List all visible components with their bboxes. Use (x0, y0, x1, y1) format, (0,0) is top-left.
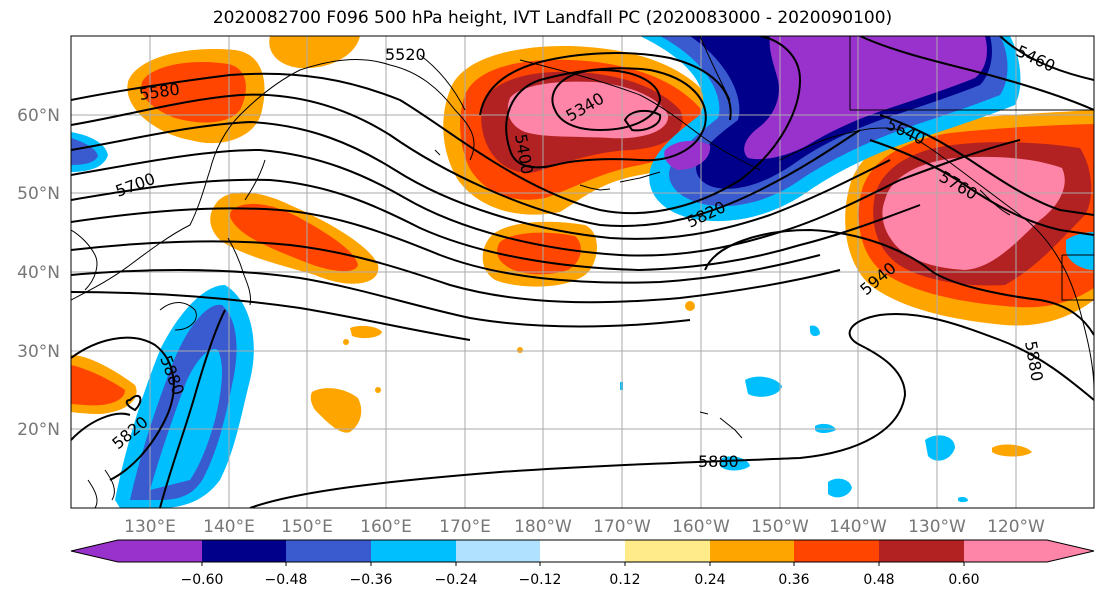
contour-label: 5520 (385, 45, 426, 64)
lon-label: 130°W (908, 517, 966, 537)
lon-label: 140°W (829, 517, 887, 537)
negative-anomaly-regions (71, 36, 1094, 508)
lon-label: 160°E (360, 517, 412, 537)
lon-label: 170°E (439, 517, 491, 537)
lon-label: 130°E (124, 517, 176, 537)
longitude-labels: 130°E 140°E 150°E 160°E 170°E 180°W 170°… (124, 517, 1045, 537)
lat-label: 40°N (17, 263, 60, 283)
lon-label: 160°W (672, 517, 730, 537)
colorbar-tick-label: −0.24 (435, 572, 478, 588)
map-title: 2020082700 F096 500 hPa height, IVT Land… (212, 8, 893, 28)
lat-label: 20°N (17, 420, 60, 440)
map-border (70, 35, 1095, 509)
colorbar-tick-label: −0.12 (519, 572, 562, 588)
colorbar-swatch (710, 540, 795, 562)
colorbar-swatch (964, 540, 1048, 562)
colorbar-swatch (540, 540, 626, 562)
map-area (71, 36, 1094, 508)
colorbar-ticks (201, 562, 965, 566)
lat-label: 50°N (17, 184, 60, 204)
colorbar-swatch (371, 540, 457, 562)
colorbar-swatch (1047, 540, 1094, 562)
lat-label: 60°N (17, 106, 60, 126)
colorbar-tick-label: 0.36 (778, 572, 809, 588)
lon-label: 170°W (593, 517, 651, 537)
colorbar-swatch (794, 540, 880, 562)
contour-label: 5880 (698, 452, 739, 471)
colorbar-swatch (202, 540, 287, 562)
colorbar-tick-label: 0.24 (694, 572, 725, 588)
lon-label: 150°E (281, 517, 333, 537)
colorbar-tick-label: 0.48 (863, 572, 894, 588)
lat-label: 30°N (17, 342, 60, 362)
colorbar-tick-label: −0.48 (265, 572, 308, 588)
colorbar: −0.60 −0.48 −0.36 −0.24 −0.12 0.12 0.24 … (70, 539, 1095, 588)
lon-label: 150°W (751, 517, 809, 537)
colorbar-swatch (625, 540, 711, 562)
colorbar-tick-label: −0.36 (350, 572, 393, 588)
lon-label: 180°W (514, 517, 572, 537)
latitude-labels: 60°N 50°N 40°N 30°N 20°N (17, 106, 60, 440)
colorbar-swatch (456, 540, 541, 562)
colorbar-swatch (879, 540, 965, 562)
colorbar-outline (70, 539, 1095, 563)
lon-label: 140°E (203, 517, 255, 537)
height-contours (71, 36, 1094, 508)
colorbar-tick-label: 0.60 (948, 572, 979, 588)
colorbar-tick-label: −0.60 (181, 572, 224, 588)
colorbar-swatch (117, 540, 203, 562)
colorbar-swatch (286, 540, 372, 562)
lon-label: 120°W (987, 517, 1045, 537)
colorbar-tick-label: 0.12 (609, 572, 640, 588)
colorbar-swatch (71, 540, 118, 562)
